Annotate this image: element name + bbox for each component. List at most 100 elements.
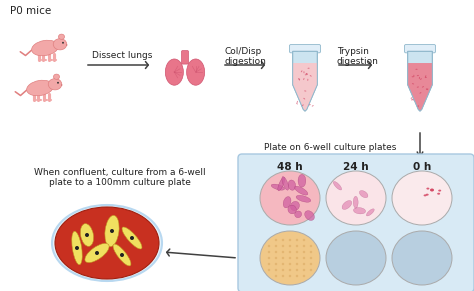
Ellipse shape [412, 83, 414, 84]
Ellipse shape [426, 194, 428, 196]
Ellipse shape [415, 69, 418, 70]
Ellipse shape [310, 75, 312, 77]
Ellipse shape [303, 251, 305, 253]
Ellipse shape [303, 71, 304, 73]
Ellipse shape [52, 205, 162, 281]
Text: P0 mice: P0 mice [10, 6, 51, 16]
Ellipse shape [75, 246, 79, 250]
Ellipse shape [296, 257, 298, 259]
Ellipse shape [54, 74, 60, 79]
Ellipse shape [310, 245, 312, 247]
Ellipse shape [353, 196, 358, 208]
Text: Col/Disp
digestion: Col/Disp digestion [225, 47, 267, 66]
Ellipse shape [85, 233, 89, 237]
Ellipse shape [302, 104, 304, 106]
Ellipse shape [310, 269, 312, 271]
Ellipse shape [289, 263, 291, 265]
Ellipse shape [275, 275, 277, 277]
Polygon shape [408, 51, 432, 111]
Ellipse shape [268, 257, 270, 259]
Ellipse shape [66, 45, 67, 46]
Ellipse shape [72, 231, 82, 265]
Ellipse shape [294, 186, 308, 195]
Ellipse shape [120, 253, 124, 257]
Ellipse shape [312, 105, 314, 107]
Ellipse shape [282, 245, 284, 247]
Ellipse shape [291, 201, 300, 211]
Ellipse shape [282, 239, 284, 241]
Ellipse shape [81, 224, 93, 246]
Ellipse shape [48, 79, 62, 90]
Ellipse shape [58, 34, 64, 39]
Ellipse shape [95, 251, 99, 255]
Ellipse shape [165, 59, 183, 85]
Ellipse shape [288, 180, 296, 190]
Ellipse shape [298, 174, 306, 187]
Text: Trypsin
digestion: Trypsin digestion [337, 47, 379, 66]
Ellipse shape [297, 101, 298, 103]
Ellipse shape [27, 80, 54, 96]
Ellipse shape [122, 227, 142, 249]
Ellipse shape [301, 70, 302, 72]
FancyBboxPatch shape [290, 45, 320, 53]
Polygon shape [292, 63, 317, 111]
Ellipse shape [298, 78, 300, 80]
Ellipse shape [299, 79, 300, 81]
Ellipse shape [359, 191, 368, 198]
Ellipse shape [296, 263, 298, 265]
Text: 48 h: 48 h [277, 162, 303, 172]
Ellipse shape [425, 77, 427, 78]
Ellipse shape [275, 257, 277, 259]
Ellipse shape [326, 231, 386, 285]
Ellipse shape [411, 98, 412, 101]
Ellipse shape [427, 188, 429, 189]
Ellipse shape [430, 189, 434, 191]
Ellipse shape [426, 89, 428, 90]
Ellipse shape [110, 229, 114, 233]
Polygon shape [292, 51, 317, 111]
Ellipse shape [260, 231, 320, 285]
Ellipse shape [333, 182, 342, 190]
Ellipse shape [303, 78, 304, 80]
Ellipse shape [53, 39, 67, 50]
Ellipse shape [85, 243, 109, 262]
Ellipse shape [410, 97, 412, 99]
Ellipse shape [306, 74, 308, 75]
Ellipse shape [296, 251, 298, 253]
Ellipse shape [306, 73, 308, 74]
Ellipse shape [268, 269, 270, 271]
Ellipse shape [55, 207, 159, 279]
Ellipse shape [310, 257, 312, 259]
Ellipse shape [354, 207, 365, 214]
Ellipse shape [105, 215, 119, 246]
Ellipse shape [303, 98, 305, 100]
Ellipse shape [296, 195, 311, 202]
Ellipse shape [438, 189, 441, 191]
Ellipse shape [420, 78, 422, 80]
Ellipse shape [419, 77, 420, 79]
Ellipse shape [295, 211, 301, 218]
Ellipse shape [61, 84, 63, 86]
Ellipse shape [419, 92, 421, 94]
Ellipse shape [417, 75, 419, 76]
Ellipse shape [296, 269, 298, 271]
Ellipse shape [303, 245, 305, 247]
Ellipse shape [187, 59, 205, 85]
Ellipse shape [289, 275, 291, 277]
Ellipse shape [296, 239, 298, 241]
Ellipse shape [296, 275, 298, 277]
Ellipse shape [283, 197, 291, 208]
Ellipse shape [392, 171, 452, 225]
Ellipse shape [275, 251, 277, 253]
Ellipse shape [437, 193, 440, 195]
Ellipse shape [288, 205, 296, 214]
Text: 24 h: 24 h [343, 162, 369, 172]
Ellipse shape [413, 75, 414, 77]
Ellipse shape [32, 40, 58, 56]
Ellipse shape [289, 257, 291, 259]
Ellipse shape [303, 263, 305, 265]
Ellipse shape [310, 251, 312, 253]
Ellipse shape [289, 251, 291, 253]
Ellipse shape [260, 171, 320, 225]
Ellipse shape [282, 263, 284, 265]
